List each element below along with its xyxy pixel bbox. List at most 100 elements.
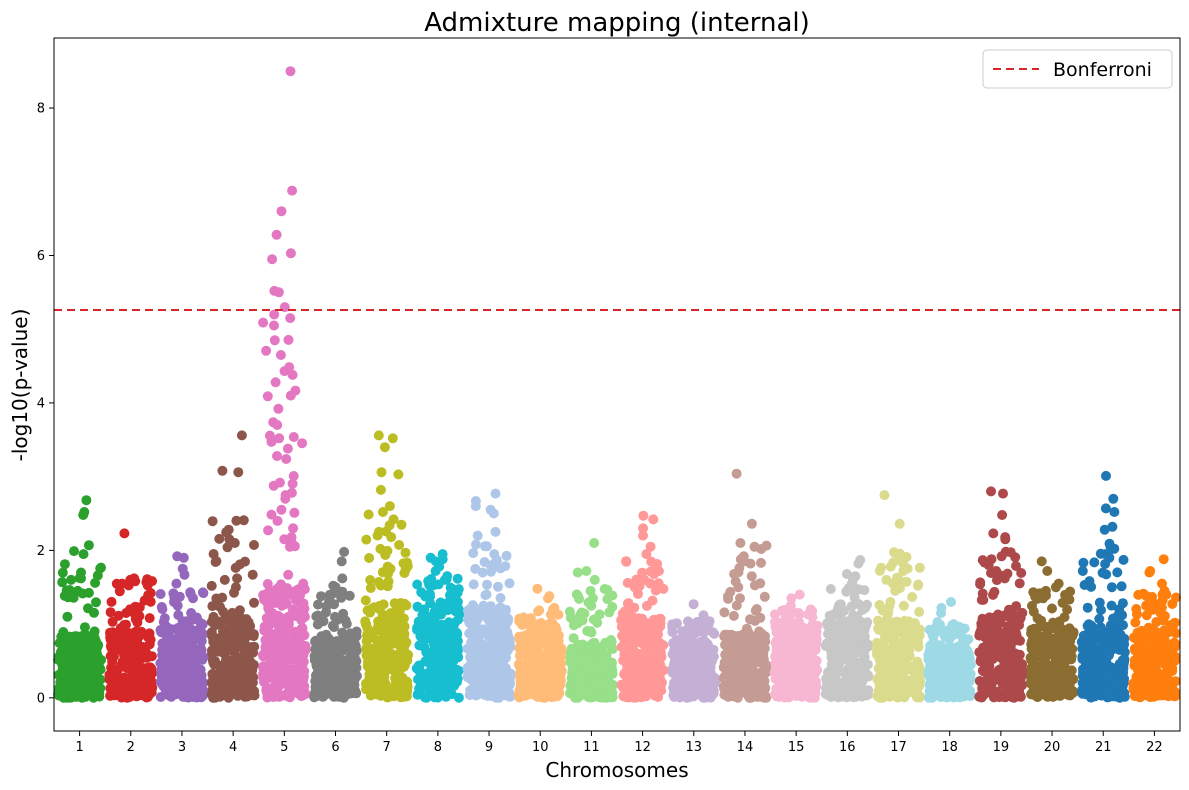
snp-point <box>796 691 807 702</box>
snp-point <box>341 679 352 690</box>
snp-point <box>187 639 198 650</box>
snp-point <box>843 663 854 674</box>
snp-point <box>348 654 359 665</box>
snp-point <box>570 683 581 694</box>
snp-point <box>323 688 334 699</box>
snp-point <box>585 640 595 651</box>
snp-point <box>914 664 925 675</box>
snp-point <box>568 633 579 644</box>
snp-point-peak <box>230 582 241 593</box>
snp-point-peak <box>276 504 287 515</box>
snp-point <box>321 607 331 618</box>
snp-point <box>555 675 566 686</box>
snp-point <box>883 628 894 639</box>
snp-point <box>312 619 323 630</box>
snp-point <box>699 627 709 638</box>
snp-point-peak <box>217 465 228 476</box>
snp-point-peak <box>785 600 796 611</box>
snp-point <box>914 692 924 702</box>
snp-point <box>114 586 125 597</box>
snp-point <box>315 672 326 683</box>
snp-point <box>718 673 729 684</box>
snp-point <box>898 600 909 611</box>
snp-point <box>263 525 274 536</box>
snp-point <box>70 643 81 654</box>
snp-point <box>231 515 242 526</box>
snp-point-peak <box>384 501 395 512</box>
snp-point <box>220 655 231 666</box>
snp-point <box>131 675 142 686</box>
chromosome-15-points <box>769 589 823 703</box>
snp-point <box>902 687 913 698</box>
snp-point <box>62 611 73 622</box>
snp-point <box>477 654 488 665</box>
snp-point-peak <box>794 589 805 600</box>
snp-point <box>208 549 219 559</box>
snp-point-peak <box>532 583 543 594</box>
snp-point <box>874 653 885 664</box>
snp-point <box>223 692 234 703</box>
snp-point <box>266 509 277 520</box>
snp-point <box>369 684 379 695</box>
snp-point <box>623 617 634 628</box>
snp-point <box>439 640 450 651</box>
snp-point <box>585 626 596 637</box>
snp-point <box>365 575 376 585</box>
snp-point <box>107 616 118 627</box>
snp-point <box>478 600 489 611</box>
snp-point-peak <box>387 433 398 444</box>
snp-point <box>241 614 252 625</box>
snp-point <box>914 624 925 635</box>
snp-point <box>840 647 851 658</box>
snp-point <box>207 516 218 527</box>
snp-point-peak <box>285 390 296 401</box>
snp-point <box>288 471 299 481</box>
snp-point <box>802 681 813 692</box>
snp-point <box>67 658 78 669</box>
snp-point <box>770 673 781 684</box>
snp-point <box>903 664 914 675</box>
snp-point <box>653 578 664 589</box>
snp-point <box>142 574 153 585</box>
chromosome-3-points <box>155 551 209 703</box>
snp-point <box>907 592 918 602</box>
snp-point <box>91 655 102 666</box>
snp-point <box>831 651 842 662</box>
data-points <box>53 66 1181 703</box>
snp-point <box>337 627 348 638</box>
snp-point <box>259 625 270 636</box>
snp-point <box>468 548 479 559</box>
snp-point <box>965 691 976 702</box>
snp-point <box>298 609 309 620</box>
snp-point <box>470 563 481 574</box>
snp-point-peak <box>274 477 285 488</box>
snp-point <box>927 630 938 641</box>
snp-point-peak <box>430 566 441 576</box>
snp-point <box>523 650 534 661</box>
snp-point <box>617 608 628 619</box>
snp-point <box>298 578 309 589</box>
snp-point <box>667 622 678 633</box>
snp-point <box>197 587 208 598</box>
snp-point <box>900 619 911 630</box>
snp-point <box>702 639 713 650</box>
snp-point <box>447 669 458 680</box>
snp-point-peak <box>586 600 597 611</box>
snp-point <box>402 557 413 568</box>
snp-point <box>961 669 972 680</box>
snp-point <box>795 675 806 686</box>
snp-point <box>166 668 177 679</box>
snp-point-peak <box>270 377 281 388</box>
snp-point <box>722 629 733 640</box>
snp-point <box>211 593 222 604</box>
snp-point <box>743 689 754 700</box>
snp-point <box>889 637 900 648</box>
snp-point-peak <box>698 610 709 621</box>
snp-point-peak <box>171 578 182 589</box>
snp-point <box>249 540 259 550</box>
snp-point <box>145 596 156 607</box>
snp-point <box>576 607 587 618</box>
snp-point <box>206 580 217 591</box>
snp-point <box>133 650 144 661</box>
snp-point <box>621 671 632 682</box>
